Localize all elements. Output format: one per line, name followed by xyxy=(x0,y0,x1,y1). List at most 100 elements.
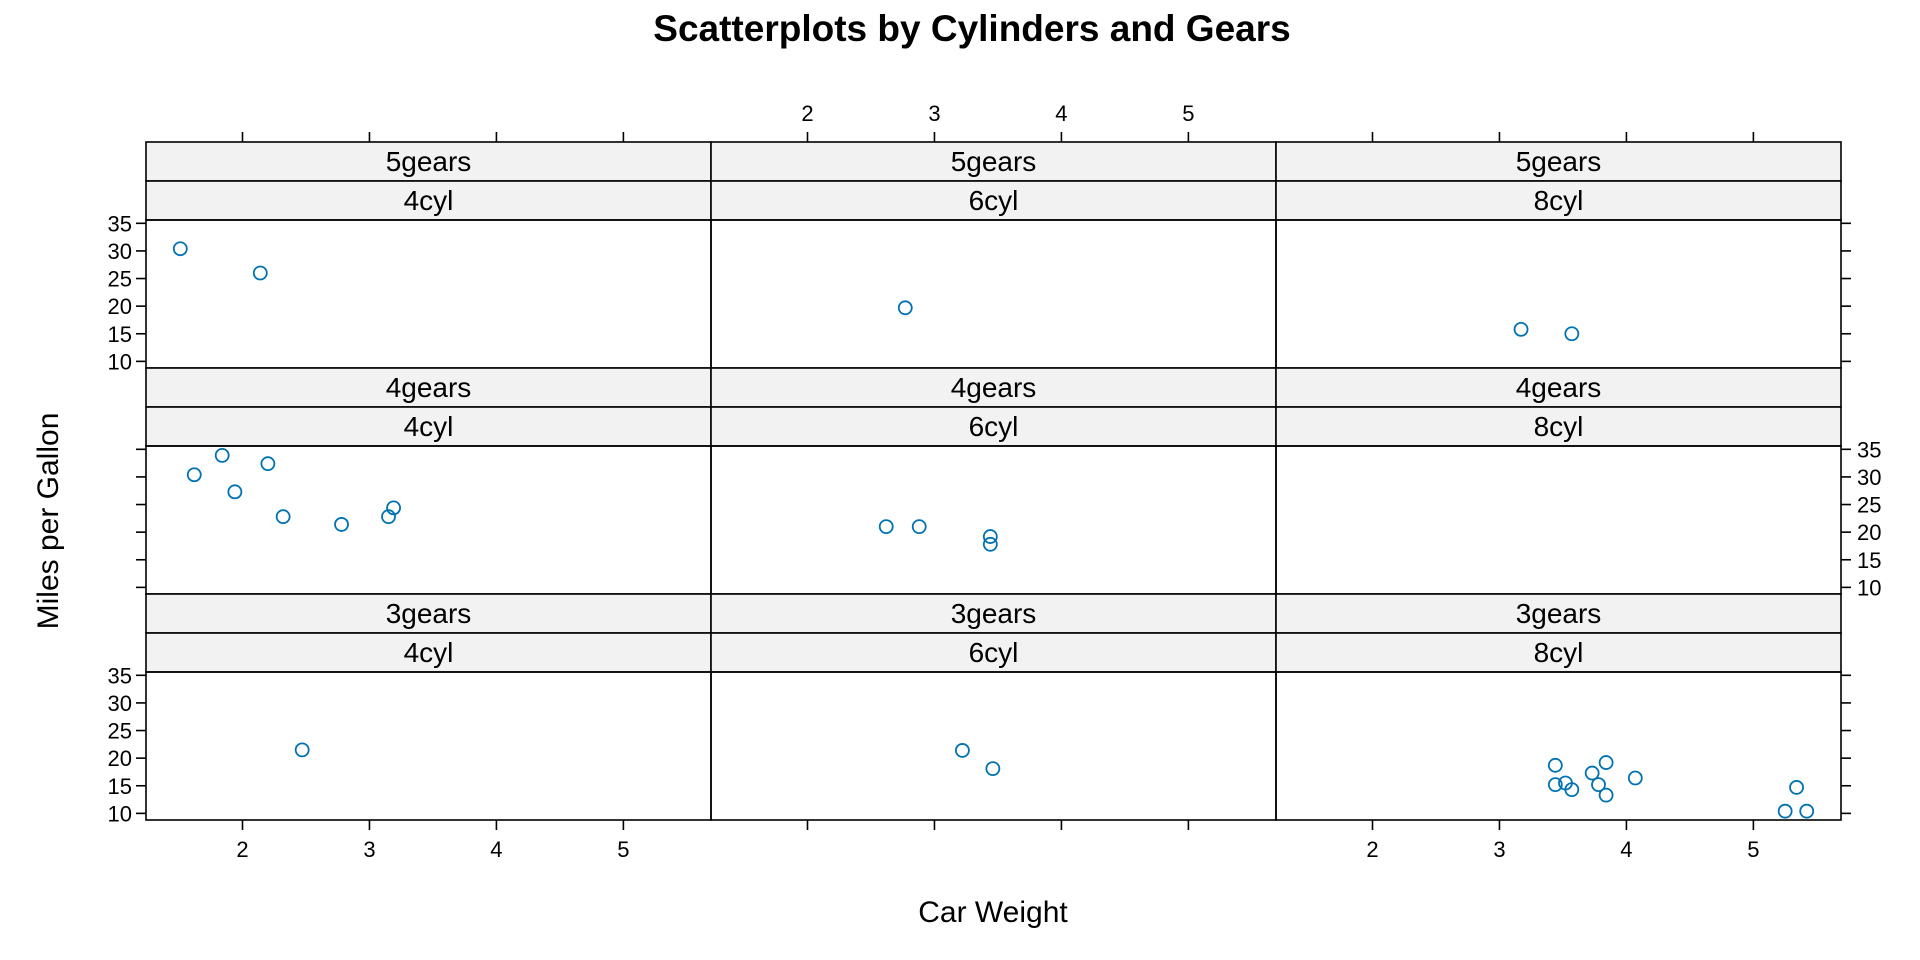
data-point xyxy=(1627,770,1643,786)
data-point xyxy=(1598,787,1614,803)
data-point xyxy=(1564,326,1580,342)
data-point xyxy=(1513,321,1529,337)
data-point xyxy=(982,536,998,552)
strip-gear-label: 4gears xyxy=(386,372,472,403)
data-point xyxy=(1799,803,1815,819)
data-point xyxy=(227,484,243,500)
x-bottom-tick-label: 2 xyxy=(1366,837,1378,862)
panel-5gears-4cyl: 5gears 4cyl xyxy=(145,141,712,369)
strip-gear xyxy=(145,141,712,182)
y-left-tick-label: 15 xyxy=(108,774,132,799)
strip-gear xyxy=(710,141,1277,182)
data-point xyxy=(1591,777,1606,793)
chart-title: Scatterplots by Cylinders and Gears xyxy=(653,8,1290,49)
data-point xyxy=(1547,757,1563,773)
y-left-tick-label: 25 xyxy=(108,267,132,292)
data-point xyxy=(260,456,276,472)
strip-gear-label: 3gears xyxy=(1516,598,1602,629)
data-point xyxy=(381,509,396,525)
data-point xyxy=(911,519,927,535)
data-point xyxy=(878,519,894,535)
panel-frame xyxy=(710,671,1277,821)
strip-cyl xyxy=(1275,180,1842,221)
data-point xyxy=(1547,777,1563,793)
data-point xyxy=(954,743,970,758)
data-point xyxy=(897,300,913,316)
y-left-tick-label: 35 xyxy=(108,211,132,236)
panel-3gears-6cyl: 3gears 6cyl xyxy=(710,593,1277,821)
x-top-tick-label: 5 xyxy=(1182,101,1194,126)
panel-frame xyxy=(1275,671,1842,821)
strip-cyl xyxy=(145,406,712,447)
data-point xyxy=(334,517,349,532)
data-point xyxy=(186,467,202,483)
y-right-tick-label: 15 xyxy=(1857,548,1881,573)
y-left-tick-label: 10 xyxy=(108,801,132,826)
strip-gear-label: 4gears xyxy=(1516,372,1602,403)
x-bottom-tick-label: 2 xyxy=(236,837,248,862)
strip-gear-label: 5gears xyxy=(951,146,1037,177)
strip-cyl-label: 6cyl xyxy=(969,637,1019,668)
strip-cyl xyxy=(145,180,712,221)
panel-frame xyxy=(1275,219,1842,369)
x-bottom-tick-label: 5 xyxy=(1747,837,1759,862)
panel-frame xyxy=(145,671,712,821)
strip-cyl-label: 4cyl xyxy=(404,185,454,216)
data-point xyxy=(1789,780,1804,795)
strip-cyl-label: 8cyl xyxy=(1534,411,1584,442)
strip-cyl-label: 8cyl xyxy=(1534,637,1584,668)
y-left-tick-label: 30 xyxy=(108,239,132,264)
strip-cyl-label: 8cyl xyxy=(1534,185,1584,216)
x-top-tick-label: 4 xyxy=(1055,101,1067,126)
data-point xyxy=(275,509,291,525)
x-top-tick-label: 3 xyxy=(928,101,940,126)
strip-gear-label: 3gears xyxy=(386,598,472,629)
strip-cyl-label: 4cyl xyxy=(404,411,454,442)
y-left-tick-label: 25 xyxy=(108,719,132,744)
y-right-tick-label: 10 xyxy=(1857,575,1881,600)
data-point xyxy=(172,241,188,257)
strip-cyl-label: 4cyl xyxy=(404,637,454,668)
x-bottom-tick-label: 4 xyxy=(490,837,502,862)
strip-cyl xyxy=(710,632,1277,673)
data-point xyxy=(1777,803,1793,819)
x-bottom-tick-label: 3 xyxy=(1493,837,1505,862)
y-axis-label: Miles per Gallon xyxy=(32,413,65,630)
x-axis-label: Car Weight xyxy=(918,896,1068,929)
strip-gear-label: 5gears xyxy=(1516,146,1602,177)
panel-5gears-8cyl: 5gears 8cyl xyxy=(1275,141,1842,369)
data-point xyxy=(386,500,401,516)
panel-frame xyxy=(145,445,712,595)
data-point xyxy=(1584,765,1600,781)
strip-cyl xyxy=(145,632,712,673)
data-point xyxy=(1564,782,1580,798)
data-point xyxy=(252,265,268,281)
y-left-tick-label: 20 xyxy=(108,746,132,771)
panel-frame xyxy=(1275,445,1842,595)
y-right-tick-label: 25 xyxy=(1857,493,1881,518)
y-left-tick-label: 35 xyxy=(108,663,132,688)
strip-cyl xyxy=(1275,632,1842,673)
y-left-tick-label: 15 xyxy=(108,322,132,347)
strip-gear-label: 4gears xyxy=(951,372,1037,403)
strip-gear xyxy=(1275,367,1842,408)
data-point xyxy=(982,529,998,544)
panel-4gears-6cyl: 4gears 6cyl xyxy=(710,367,1277,595)
y-right-tick-label: 35 xyxy=(1857,437,1881,462)
x-bottom-tick-label: 5 xyxy=(617,837,629,862)
panel-3gears-8cyl: 3gears 8cyl xyxy=(1275,593,1842,821)
panel-5gears-6cyl: 5gears 6cyl xyxy=(710,141,1277,369)
panel-3gears-4cyl: 3gears 4cyl xyxy=(145,593,712,821)
data-point xyxy=(294,742,310,758)
x-bottom-tick-label: 4 xyxy=(1620,837,1632,862)
axes-layer: 2 3 4 52 3 4 5 2 3 4 51015202530351015202530351015… xyxy=(108,101,1882,862)
y-left-tick-label: 20 xyxy=(108,294,132,319)
strip-gear-label: 5gears xyxy=(386,146,472,177)
y-right-tick-label: 20 xyxy=(1857,520,1881,545)
panel-frame xyxy=(710,445,1277,595)
strip-gear xyxy=(1275,593,1842,634)
data-point xyxy=(1598,755,1614,770)
x-top-tick-label: 2 xyxy=(801,101,813,126)
